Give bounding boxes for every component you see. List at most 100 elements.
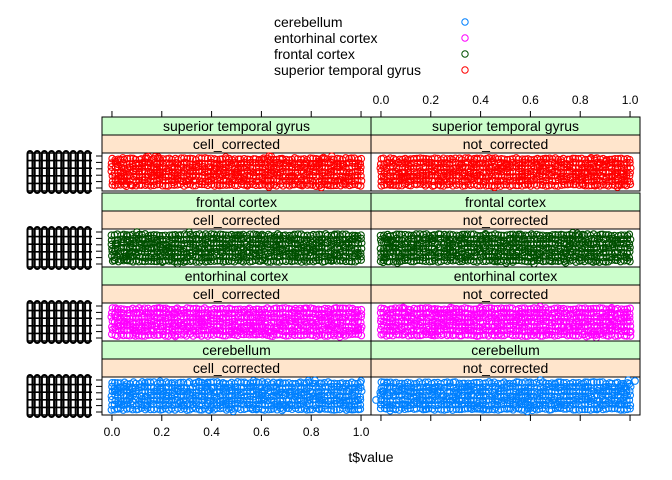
strip-correction-label: cell_corrected (193, 212, 280, 228)
data-point (222, 181, 231, 189)
data-point (315, 172, 324, 180)
data-point (347, 154, 356, 163)
data-point (270, 163, 278, 172)
data-point (119, 154, 127, 162)
data-point (351, 162, 360, 171)
data-point (439, 154, 448, 163)
data-point (265, 156, 273, 165)
data-point (329, 181, 338, 190)
data-point (338, 160, 347, 168)
data-point (312, 182, 320, 191)
top-tick-label: 1.0 (622, 93, 639, 107)
data-point (288, 163, 297, 171)
data-point (433, 171, 442, 180)
data-point (319, 153, 328, 162)
data-point (229, 159, 238, 167)
data-point (204, 167, 212, 176)
data-point (127, 181, 136, 189)
data-point (290, 180, 299, 189)
data-point (240, 173, 249, 181)
data-point (117, 175, 125, 184)
data-point (117, 167, 125, 176)
data-point (207, 175, 216, 184)
data-point (141, 181, 150, 190)
data-point (183, 180, 192, 189)
data-point (545, 154, 554, 163)
strip-correction-label: not_corrected (463, 136, 549, 152)
data-point (182, 177, 190, 185)
data-point (308, 181, 317, 189)
data-point (560, 163, 568, 171)
data-point (356, 181, 365, 190)
data-point (416, 180, 425, 188)
data-point (491, 176, 500, 185)
data-point (446, 154, 455, 163)
data-point (458, 182, 467, 190)
data-point (297, 176, 306, 185)
data-point (276, 159, 285, 168)
data-point (419, 159, 428, 167)
data-point (142, 153, 150, 161)
data-point (265, 183, 273, 191)
data-point (213, 155, 221, 164)
data-point (252, 181, 260, 190)
strip-correction-label: not_corrected (463, 212, 549, 228)
data-point (153, 165, 161, 174)
data-point (240, 181, 248, 189)
data-point (146, 169, 155, 178)
legend-label-frontal-cortex: frontal cortex (274, 46, 355, 62)
data-point (326, 181, 335, 190)
data-point (267, 152, 276, 161)
data-point (138, 158, 147, 167)
legend-label-superior-temporal-gyrus: superior temporal gyrus (274, 62, 421, 78)
data-point (261, 180, 269, 189)
strip-correction-label: not_corrected (463, 286, 549, 302)
data-point (132, 181, 141, 190)
data-point (235, 174, 244, 183)
data-point (334, 176, 342, 185)
data-point (153, 160, 161, 169)
data-point (275, 160, 283, 168)
point-cloud (107, 152, 366, 192)
data-point (221, 153, 230, 161)
data-point (395, 155, 404, 164)
data-point (419, 180, 428, 189)
data-point (111, 157, 120, 166)
strip-correction-label: not_corrected (463, 360, 549, 376)
data-point (625, 172, 634, 180)
panel-grid: superior temporal gyruscell_correctedsup… (101, 116, 641, 416)
data-point (437, 159, 446, 167)
data-point (307, 162, 316, 170)
data-point (224, 163, 233, 172)
panel-cerebellum-not_corrected: cerebellum not_corrected (357, 340, 641, 416)
data-point (195, 180, 204, 188)
data-point (198, 180, 206, 189)
legend-label-entorhinal-cortex: entorhinal cortex (274, 30, 378, 46)
strip-region-label: cerebellum (471, 342, 539, 358)
legend-marker-entorhinal-cortex (461, 34, 469, 42)
data-point (527, 167, 535, 176)
data-point (140, 158, 149, 167)
strip-correction-label: cell_corrected (193, 360, 280, 376)
data-point (317, 183, 326, 192)
data-point (342, 168, 351, 177)
data-point (169, 178, 178, 187)
data-point (328, 152, 336, 161)
data-point (143, 170, 152, 179)
data-point (583, 168, 592, 177)
data-point (164, 182, 173, 190)
top-x-axis: 0.0 0.2 0.4 0.6 0.8 1.0 (111, 93, 639, 117)
data-point (623, 158, 631, 167)
strip-region-label: frontal cortex (465, 194, 546, 210)
strip-correction-label: cell_corrected (193, 286, 280, 302)
data-point (122, 182, 131, 191)
strip-region-label: cerebellum (202, 342, 270, 358)
top-tick-label: 0.4 (472, 93, 489, 107)
data-point (232, 167, 241, 175)
data-point (324, 181, 332, 190)
data-point (269, 181, 278, 189)
data-point (174, 165, 182, 174)
